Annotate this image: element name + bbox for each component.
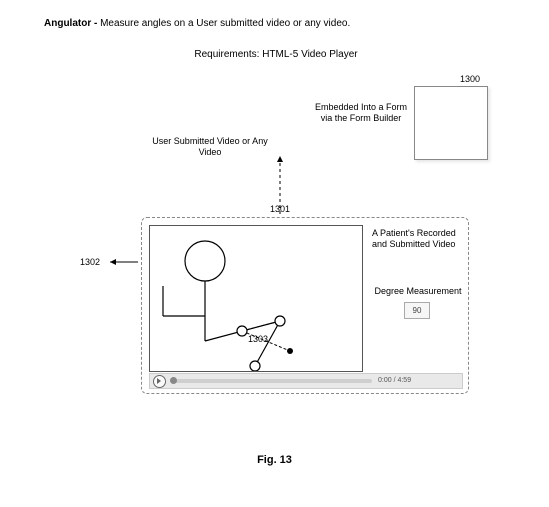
progress-track[interactable] <box>172 379 372 383</box>
video-frame <box>149 225 363 372</box>
stick-figure <box>150 226 362 371</box>
time-label: 0:00 / 4:59 <box>378 377 411 384</box>
ref-1302: 1302 <box>80 257 100 267</box>
panel-caption: A Patient's Recorded and Submitted Video <box>372 228 464 250</box>
play-icon[interactable] <box>153 375 166 388</box>
progress-thumb[interactable] <box>170 377 177 384</box>
degree-label: Degree Measurement <box>372 286 464 297</box>
video-panel: A Patient's Recorded and Submitted Video… <box>141 217 469 394</box>
degree-value-box: 90 <box>404 302 430 319</box>
video-controls: 0:00 / 4:59 <box>149 373 463 389</box>
ref-1303: 1303 <box>248 334 268 344</box>
figure-caption: Fig. 13 <box>0 454 549 466</box>
